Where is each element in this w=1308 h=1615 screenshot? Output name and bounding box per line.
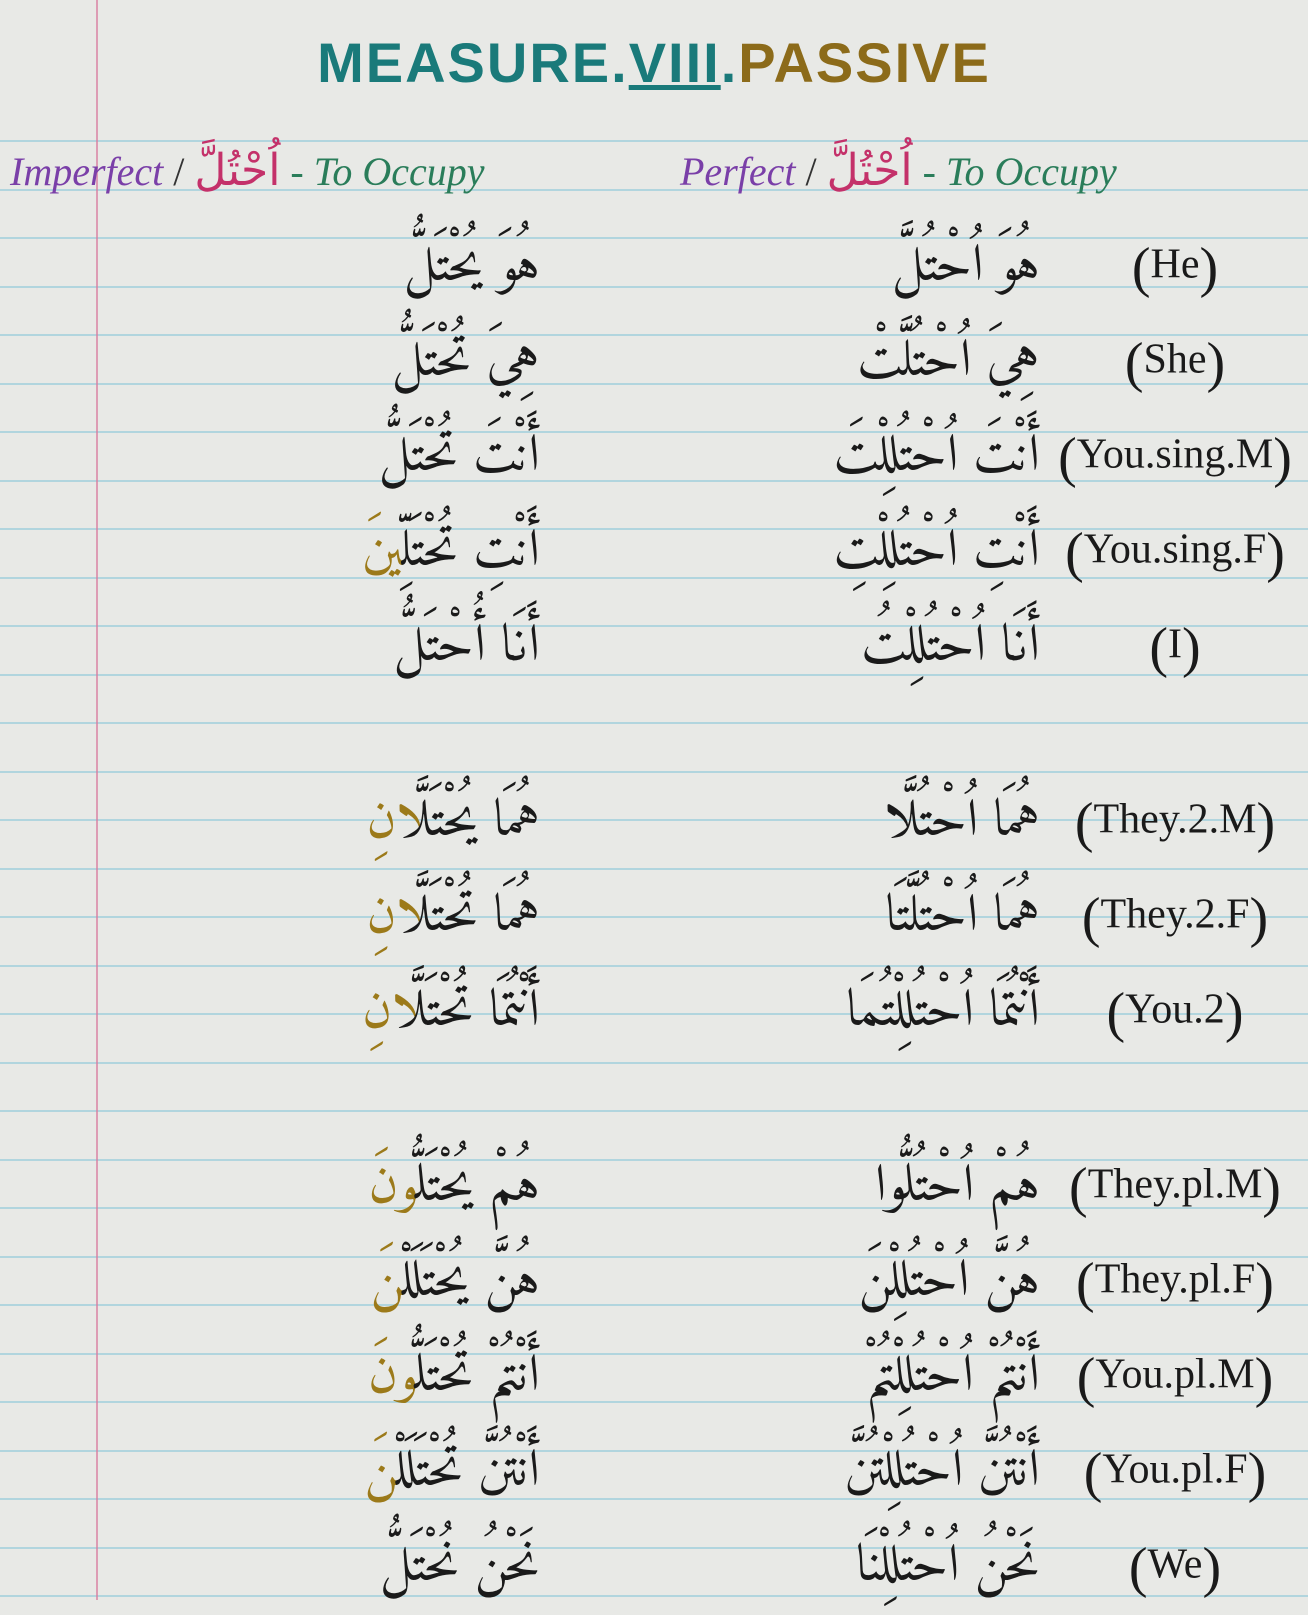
perfect-cell: أَنْتُمَا اُحْتُلِلْتُمَا [580,967,1040,1058]
pronoun-cell: (You.sing.M) [1050,426,1300,490]
pronoun-label: You.pl.M [1095,1351,1254,1397]
table-row: أَنَا أُحْتَلُّ أَنَا اُحْتُلِلْتُ(I) [0,600,1308,695]
imperfect-cell: أَنْتَ تُحْتَلُّ [110,412,540,503]
imperfect-arabic: أَنْتِ تُحْتَلِّ [402,507,540,598]
imperfect-cell: هُوَ يُحْتَلُّ [110,222,540,313]
table-row: نَحْنُ نُحْتَلُّ نَحْنُ اُحْتُلِلْنَا(We) [0,1520,1308,1615]
imperfect-arabic: نَحْنُ نُحْتَلُّ [380,1522,540,1613]
imperfect-cell: أَنْتِ تُحْتَلِّينَ [110,507,540,598]
table-row: هُوَ يُحْتَلُّ هُوَ اُحْتُلَّ(He) [0,220,1308,315]
imperfect-arabic: أَنْتُنَّ تُحْتَلَلْ [396,1427,540,1518]
imperfect-arabic: أَنْتَ تُحْتَلُّ [379,412,540,503]
pronoun-label: You.pl.F [1102,1446,1247,1492]
pronoun-label: You.sing.F [1084,526,1267,572]
pronoun-label: They.2.F [1101,891,1250,937]
table-row: هِيَ تُحْتَلُّ هِيَ اُحْتُلَّتْ(She) [0,315,1308,410]
perfect-cell: أَنْتِ اُحْتُلِلْتِ [580,507,1040,598]
imperfect-cell: أَنَا أُحْتَلُّ [110,602,540,693]
imperfect-suffix-gold: ونَ [368,1332,414,1423]
pronoun-label: He [1151,241,1200,287]
imperfect-arabic: أَنْتُمْ تُحْتَلُّ [414,1332,540,1423]
pronoun-cell: (They.pl.M) [1050,1156,1300,1220]
perfect-gloss: - To Occupy [923,149,1117,194]
imperfect-arabic: هُمَا يُحْتَلَّ [419,777,540,868]
imperfect-cell: هِيَ تُحْتَلُّ [110,317,540,408]
imperfect-arabic: هُنَّ يُحْتَلَلْ [402,1237,540,1328]
imperfect-arabic: هِيَ تُحْتَلُّ [392,317,540,408]
perfect-cell: هُمَا اُحْتُلَّا [580,777,1040,868]
imperfect-suffix-gold: ونَ [369,1142,415,1233]
imperfect-suffix-gold: ينَ [362,507,402,598]
perfect-cell: أَنْتُمْ اُحْتُلِلْتُمْ [580,1332,1040,1423]
imperfect-suffix-gold: نَ [370,1237,402,1328]
perfect-cell: أَنَا اُحْتُلِلْتُ [580,602,1040,693]
title-word-1: MEASURE [317,31,611,94]
imperfect-cell: هُمْ يُحْتَلُّونَ [110,1142,540,1233]
perfect-cell: نَحْنُ اُحْتُلِلْنَا [580,1522,1040,1613]
table-row: هُمَا يُحْتَلَّانِ هُمَا اُحْتُلَّا(They.… [0,775,1308,870]
imperfect-arabic: أَنْتُمَا تُحْتَلَّ [415,967,540,1058]
imperfect-cell: هُنَّ يُحْتَلَلْنَ [110,1237,540,1328]
pronoun-label: They.2.M [1094,796,1257,842]
imperfect-cell: هُمَا تُحْتَلَّانِ [110,872,540,963]
header-imperfect: Imperfect / اُحْتُلَّ - To Occupy [10,145,484,196]
imperfect-gloss: - To Occupy [290,149,484,194]
imperfect-cell: نَحْنُ نُحْتَلُّ [110,1522,540,1613]
imperfect-arabic: هُمَا تُحْتَلَّ [419,872,540,963]
pronoun-label: You.2 [1125,986,1225,1032]
pronoun-cell: (We) [1050,1536,1300,1600]
table-row: هُمَا تُحْتَلَّانِ هُمَا اُحْتُلَّتَا(The… [0,870,1308,965]
pronoun-label: She [1144,336,1207,382]
table-row: أَنْتُمَا تُحْتَلَّانِ أَنْتُمَا اُحْتُلِ… [0,965,1308,1060]
perfect-cell: هِيَ اُحْتُلَّتْ [580,317,1040,408]
pronoun-cell: (They.2.M) [1050,791,1300,855]
imperfect-label: Imperfect [10,149,163,194]
pronoun-cell: (They.2.F) [1050,886,1300,950]
imperfect-suffix-gold: انِ [366,777,419,868]
page-title: MEASURE.VIII.PASSIVE [0,30,1308,95]
perfect-cell: هُمَا اُحْتُلَّتَا [580,872,1040,963]
pronoun-cell: (They.pl.F) [1050,1251,1300,1315]
title-word-3: PASSIVE [738,31,991,94]
title-word-2: VIII [629,31,721,94]
pronoun-label: They.pl.F [1095,1256,1256,1302]
pronoun-label: They.pl.M [1088,1161,1263,1207]
pronoun-label: We [1148,1541,1203,1587]
imperfect-suffix-gold: نَ [364,1427,396,1518]
pronoun-cell: (You.sing.F) [1050,521,1300,585]
imperfect-cell: هُمَا يُحْتَلَّانِ [110,777,540,868]
table-row: هُنَّ يُحْتَلَلْنَ هُنَّ اُحْتُلِلْنَ(The… [0,1235,1308,1330]
notebook-paper: MEASURE.VIII.PASSIVE Imperfect / اُحْتُل… [0,0,1308,1600]
pronoun-cell: (You.pl.F) [1050,1441,1300,1505]
imperfect-arabic: هُمْ يُحْتَلُّ [415,1142,540,1233]
header-perfect: Perfect / اُحْتُلَّ - To Occupy [680,145,1117,196]
imperfect-suffix-gold: انِ [366,872,419,963]
pronoun-cell: (I) [1050,616,1300,680]
table-row: أَنْتُنَّ تُحْتَلَلْنَ أَنْتُنَّ اُحْتُلِ… [0,1425,1308,1520]
imperfect-cell: أَنْتُمْ تُحْتَلُّونَ [110,1332,540,1423]
table-row: هُمْ يُحْتَلُّونَ هُمْ اُحْتُلُّوا(They.p… [0,1140,1308,1235]
table-row: أَنْتَ تُحْتَلُّ أَنْتَ اُحْتُلِلْتَ(You.… [0,410,1308,505]
perfect-cell: أَنْتَ اُحْتُلِلْتَ [580,412,1040,503]
imperfect-arabic: أَنَا أُحْتَلُّ [394,602,540,693]
perfect-cell: هُوَ اُحْتُلَّ [580,222,1040,313]
table-row: أَنْتِ تُحْتَلِّينَ أَنْتِ اُحْتُلِلْتِ(Y… [0,505,1308,600]
perfect-cell: هُنَّ اُحْتُلِلْنَ [580,1237,1040,1328]
pronoun-cell: (He) [1050,236,1300,300]
pronoun-label: I [1168,621,1182,667]
imperfect-cell: أَنْتُنَّ تُحْتَلَلْنَ [110,1427,540,1518]
imperfect-suffix-gold: انِ [362,967,415,1058]
pronoun-cell: (She) [1050,331,1300,395]
pronoun-cell: (You.pl.M) [1050,1346,1300,1410]
perfect-root-arabic: اُحْتُلَّ [827,146,913,195]
pronoun-cell: (You.2) [1050,981,1300,1045]
table-row: أَنْتُمْ تُحْتَلُّونَ أَنْتُمْ اُحْتُلِلْ… [0,1330,1308,1425]
perfect-cell: هُمْ اُحْتُلُّوا [580,1142,1040,1233]
perfect-label: Perfect [680,149,796,194]
pronoun-label: You.sing.M [1077,431,1274,477]
imperfect-cell: أَنْتُمَا تُحْتَلَّانِ [110,967,540,1058]
perfect-cell: أَنْتُنَّ اُحْتُلِلْتُنَّ [580,1427,1040,1518]
imperfect-arabic: هُوَ يُحْتَلُّ [404,222,540,313]
imperfect-root-arabic: اُحْتُلَّ [194,146,280,195]
